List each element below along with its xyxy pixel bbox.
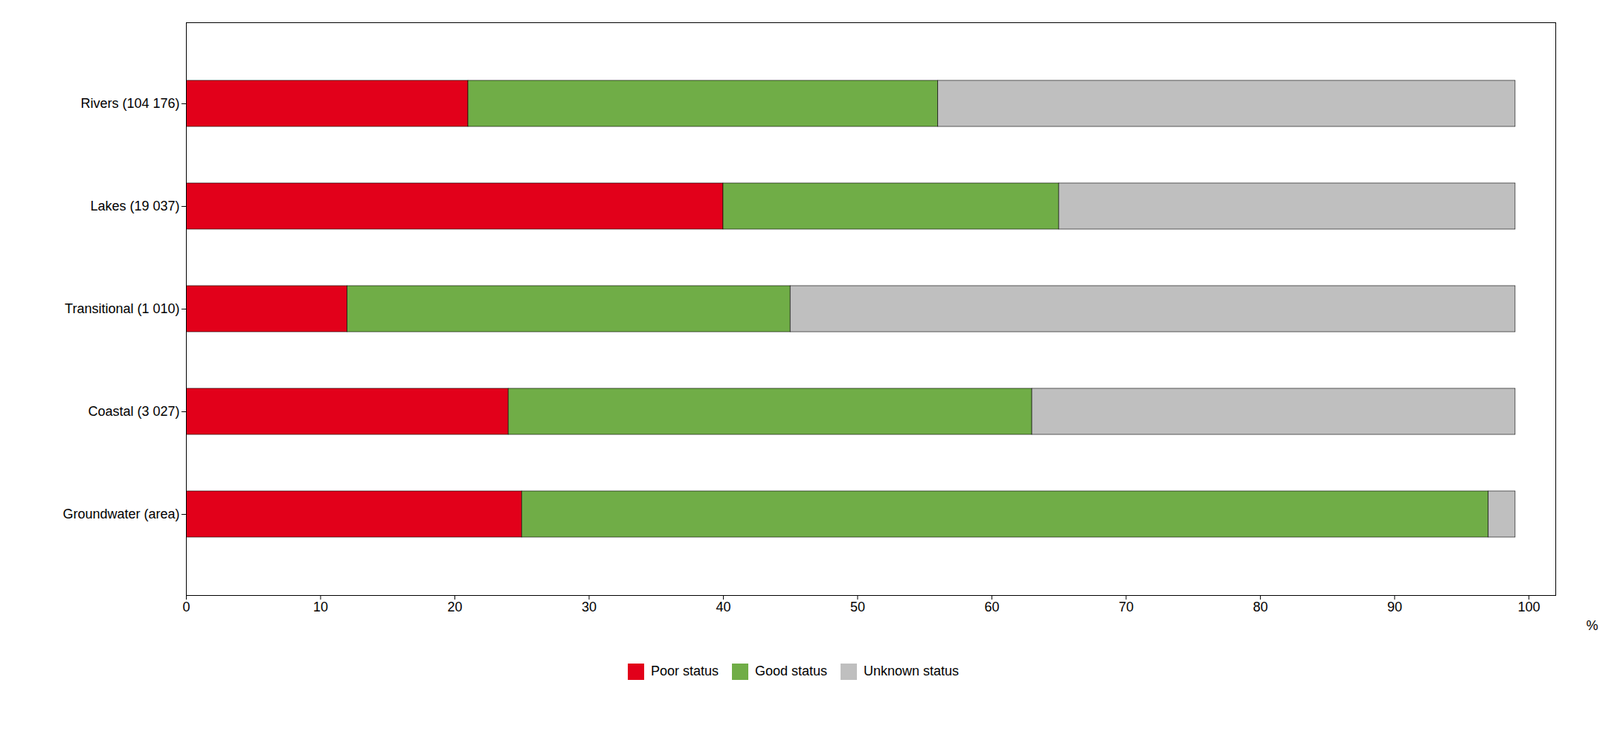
svg-text:60: 60 — [984, 599, 999, 615]
svg-text:100: 100 — [1517, 599, 1540, 615]
html-text:Poor status: Poor status — [650, 663, 719, 679]
svg-text:0: 0 — [182, 599, 190, 615]
svg-text:Transitional (1 010): Transitional (1 010) — [64, 301, 180, 317]
html-text:Good status: Good status — [754, 663, 828, 679]
svg-text:%: % — [1585, 618, 1598, 634]
svg-text:10: 10 — [313, 599, 329, 615]
svg-text:30: 30 — [581, 599, 597, 615]
svg-text:Rivers (104 176): Rivers (104 176) — [80, 95, 180, 111]
svg-text:50: 50 — [850, 599, 866, 615]
svg-text:Lakes (19 037): Lakes (19 037) — [90, 198, 180, 214]
html-text:Unknown status: Unknown status — [863, 663, 959, 679]
svg-text:40: 40 — [715, 599, 731, 615]
svg-text:80: 80 — [1252, 599, 1268, 615]
svg-text:20: 20 — [447, 599, 462, 615]
svg-text:Coastal (3 027): Coastal (3 027) — [87, 403, 180, 419]
svg-text:70: 70 — [1118, 599, 1134, 615]
svg-text:90: 90 — [1387, 599, 1403, 615]
svg-text:Groundwater (area): Groundwater (area) — [62, 506, 180, 522]
